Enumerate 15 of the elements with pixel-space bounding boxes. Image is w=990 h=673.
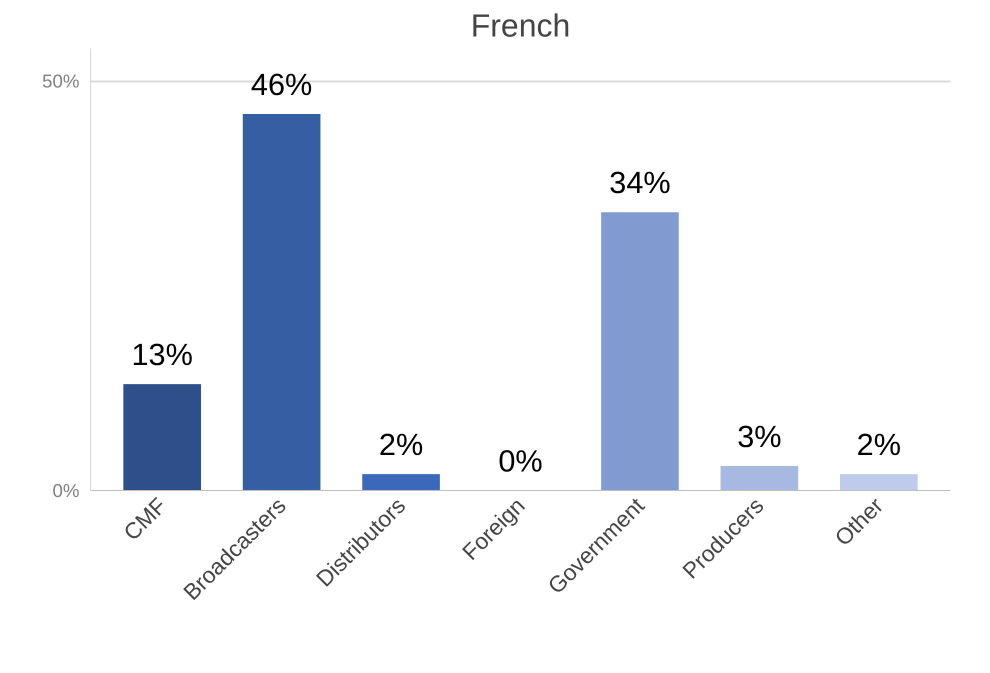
data-label: 2% xyxy=(856,428,901,462)
data-label: 46% xyxy=(250,68,312,102)
data-label: 13% xyxy=(131,338,193,372)
data-label: 34% xyxy=(609,166,671,200)
bar xyxy=(601,212,679,490)
bar xyxy=(123,384,201,490)
bar xyxy=(840,474,918,490)
y-tick-label: 50% xyxy=(42,70,80,92)
bar xyxy=(242,114,320,490)
chart-title: French xyxy=(470,8,570,44)
data-label: 2% xyxy=(378,428,424,462)
bar xyxy=(362,474,440,490)
bar xyxy=(720,466,798,490)
data-label: 3% xyxy=(737,420,782,454)
data-label: 0% xyxy=(498,444,543,478)
